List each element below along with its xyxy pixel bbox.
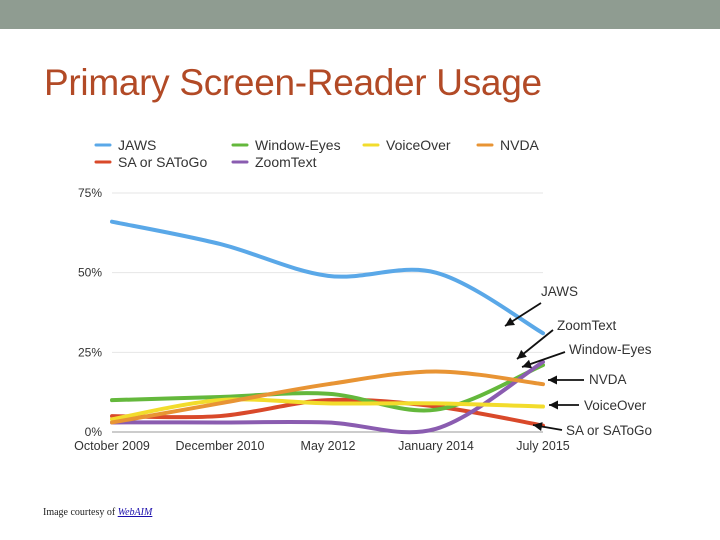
- end-label-nvda: NVDA: [589, 372, 627, 387]
- credit-text: Image courtesy of: [43, 507, 116, 518]
- y-tick-label: 75%: [78, 186, 102, 200]
- slide-title: Primary Screen-Reader Usage: [44, 62, 542, 103]
- legend-label: NVDA: [500, 137, 540, 153]
- end-label-sa-or-satogo: SA or SAToGo: [566, 423, 652, 438]
- annotation-arrow-head: [505, 317, 516, 326]
- end-label-zoomtext: ZoomText: [557, 318, 617, 333]
- y-tick-label: 0%: [85, 425, 103, 439]
- end-label-window-eyes: Window-Eyes: [569, 342, 652, 357]
- legend-label: JAWS: [118, 137, 156, 153]
- y-tick-label: 50%: [78, 266, 102, 280]
- series-line-window-eyes: [110, 363, 545, 413]
- image-credit: Image courtesy of WebAIM: [43, 507, 152, 518]
- end-label-jaws: JAWS: [541, 284, 578, 299]
- slide-top-bar: [0, 0, 720, 29]
- annotation-arrow-head: [533, 422, 543, 431]
- annotation-arrow-head: [517, 349, 527, 359]
- x-tick-label: January 2014: [398, 439, 474, 453]
- annotation-arrow-head: [548, 375, 557, 385]
- annotation-arrow-head: [522, 359, 532, 369]
- end-label-voiceover: VoiceOver: [584, 398, 647, 413]
- series-line-voiceover: [110, 397, 545, 422]
- series-line-nvda: [110, 369, 545, 425]
- x-tick-label: December 2010: [176, 439, 265, 453]
- series-line-zoomtext: [110, 359, 545, 435]
- annotation-arrow-head: [549, 400, 558, 410]
- legend-label: VoiceOver: [386, 137, 451, 153]
- legend-label: SA or SAToGo: [118, 154, 207, 170]
- legend-label: Window-Eyes: [255, 137, 341, 153]
- series-line-jaws: [110, 219, 545, 336]
- x-tick-label: July 2015: [516, 439, 570, 453]
- y-tick-label: 25%: [78, 345, 102, 359]
- x-tick-label: October 2009: [74, 439, 150, 453]
- legend-label: ZoomText: [255, 154, 317, 170]
- webaim-link[interactable]: WebAIM: [117, 507, 153, 518]
- x-tick-label: May 2012: [301, 439, 356, 453]
